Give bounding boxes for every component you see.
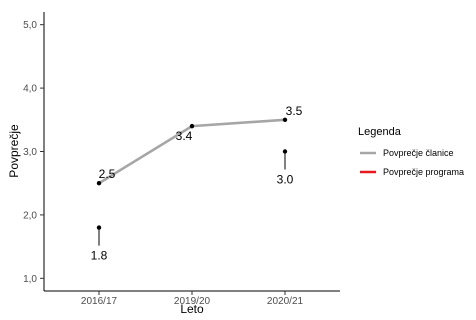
y-tick-label: 1,0 — [23, 274, 37, 285]
point-clanice — [189, 123, 195, 129]
point-programa — [282, 149, 288, 154]
y-tick-label: 4,0 — [23, 84, 37, 95]
y-axis-title: Povprečje — [7, 124, 21, 178]
y-tick-label: 3,0 — [23, 147, 37, 158]
data-label-clanice: 3.4 — [176, 129, 193, 143]
legend-label-clanice: Povprečje članice — [383, 148, 454, 158]
x-tick-label: 2019/20 — [174, 296, 211, 307]
y-tick-label: 5,0 — [23, 20, 37, 31]
data-label-programa: 3.0 — [277, 173, 294, 187]
point-programa — [96, 225, 102, 230]
data-label-clanice: 2.5 — [99, 167, 116, 181]
x-axis-title: Leto — [180, 302, 204, 316]
point-clanice — [282, 117, 288, 122]
x-tick-label: 2016/17 — [81, 296, 118, 307]
y-ticks: 1,0 2,0 3,0 4,0 5,0 — [23, 20, 44, 285]
x-ticks: 2016/17 2019/20 2020/21 — [81, 291, 304, 307]
legend: Legenda Povprečje članice Povprečje prog… — [358, 126, 464, 177]
point-clanice — [96, 181, 102, 186]
x-tick-label: 2020/21 — [267, 296, 304, 307]
legend-label-programa: Povprečje programa — [383, 167, 464, 177]
data-label-programa: 1.8 — [91, 249, 108, 263]
plot-layer: 2.5 3.4 3.5 1.8 3.0 — [91, 104, 303, 263]
data-label-clanice: 3.5 — [286, 104, 303, 118]
legend-title: Legenda — [358, 126, 402, 138]
y-tick-label: 2,0 — [23, 210, 37, 221]
